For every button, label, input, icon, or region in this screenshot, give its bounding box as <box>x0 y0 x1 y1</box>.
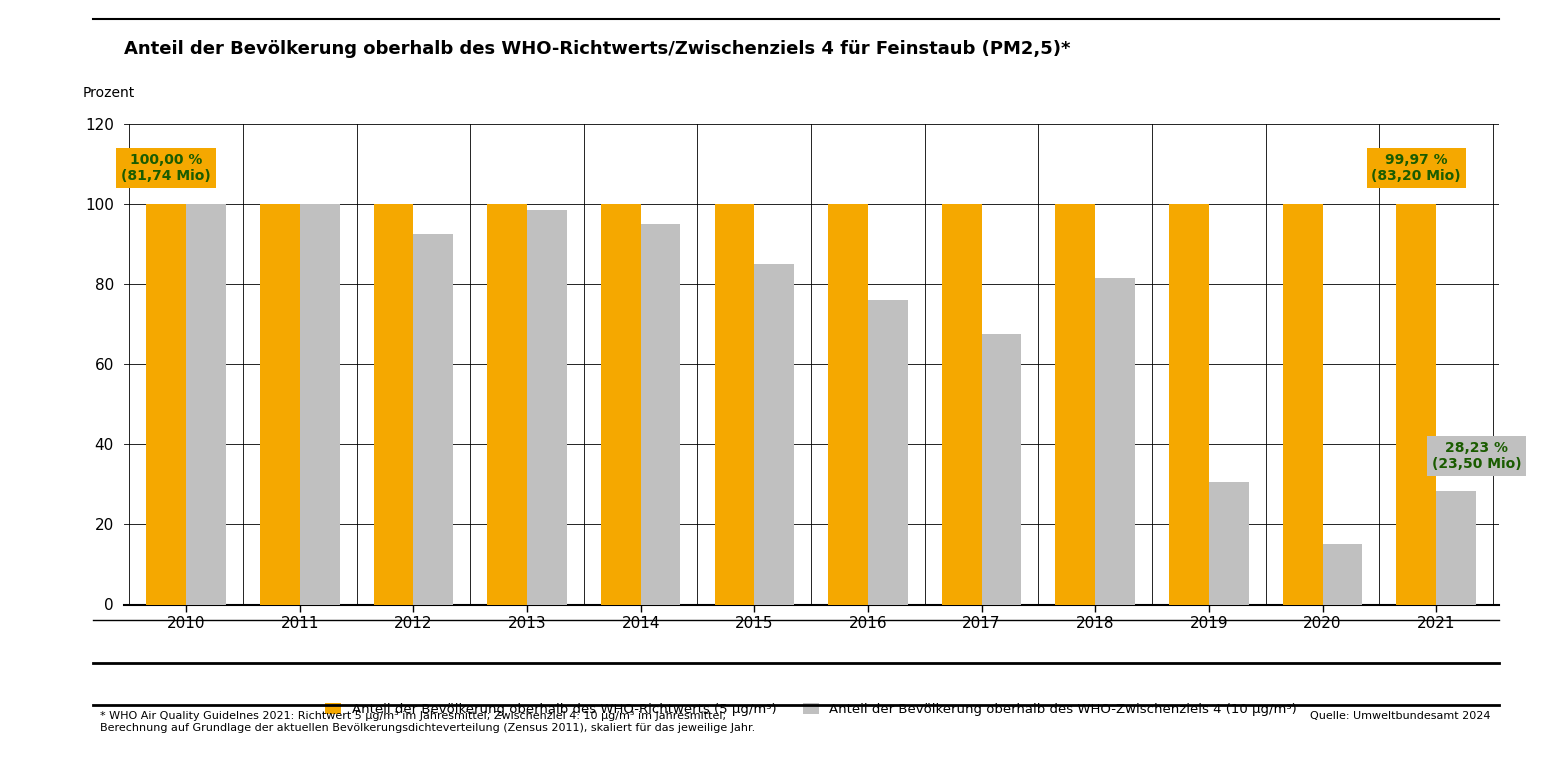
Bar <box>1397 204 1437 604</box>
Bar <box>1170 204 1208 604</box>
Bar <box>487 204 527 604</box>
Text: Anteil der Bevölkerung oberhalb des WHO-Richtwerts/Zwischenziels 4 für Feinstaub: Anteil der Bevölkerung oberhalb des WHO-… <box>124 40 1071 58</box>
Bar <box>1095 278 1136 604</box>
Bar <box>601 204 641 604</box>
Bar <box>868 300 908 604</box>
Text: 100,00 %
(81,74 Mio): 100,00 % (81,74 Mio) <box>122 153 212 183</box>
Bar <box>1282 204 1323 604</box>
Bar <box>147 204 185 604</box>
Bar <box>1208 482 1248 604</box>
Text: Quelle: Umweltbundesamt 2024: Quelle: Umweltbundesamt 2024 <box>1310 711 1491 722</box>
Bar <box>414 234 453 604</box>
Bar <box>1323 544 1363 604</box>
Bar <box>754 264 794 604</box>
Bar <box>828 204 868 604</box>
Text: 28,23 %
(23,50 Mio): 28,23 % (23,50 Mio) <box>1432 441 1522 471</box>
Bar <box>641 224 680 604</box>
Bar <box>1055 204 1095 604</box>
Text: * WHO Air Quality Guidelnes 2021: Richtwert 5 µg/m³ im Jahresmittel; Zwischenzie: * WHO Air Quality Guidelnes 2021: Richtw… <box>100 711 756 733</box>
Bar <box>527 210 567 604</box>
Bar <box>714 204 754 604</box>
Bar <box>981 334 1021 604</box>
Bar <box>374 204 414 604</box>
Bar <box>185 204 226 604</box>
Bar <box>300 204 340 604</box>
Legend: Anteil der Bevölkerung oberhalb des WHO-Richtwerts (5 µg/m³), Anteil der Bevölke: Anteil der Bevölkerung oberhalb des WHO-… <box>320 698 1302 722</box>
Text: 99,97 %
(83,20 Mio): 99,97 % (83,20 Mio) <box>1372 153 1462 183</box>
Bar <box>942 204 981 604</box>
Text: Prozent: Prozent <box>82 86 134 100</box>
Bar <box>1437 491 1475 604</box>
Bar <box>260 204 300 604</box>
